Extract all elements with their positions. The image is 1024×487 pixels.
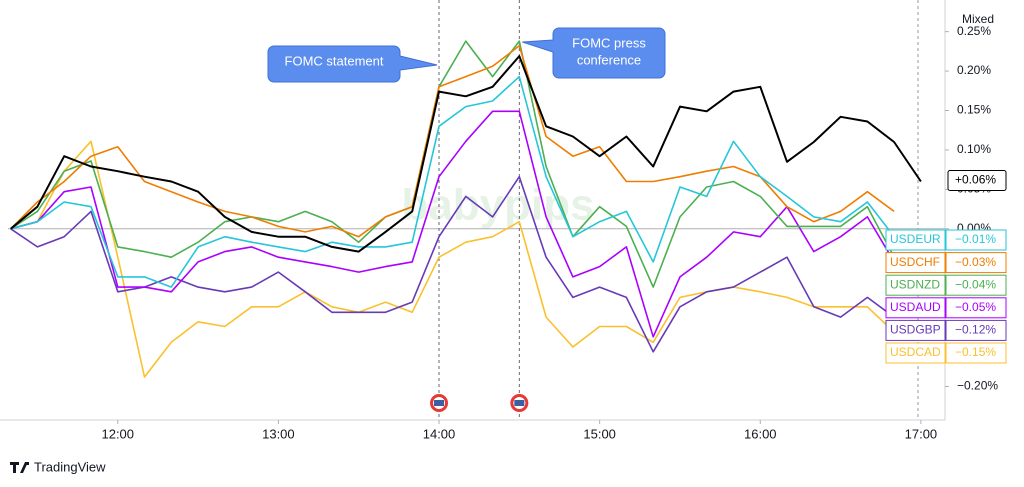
annotation-bubble — [522, 27, 666, 79]
legend-name-box — [885, 274, 946, 296]
series-line — [10, 140, 895, 378]
legend-name-box — [885, 297, 946, 319]
legend-name: USDCAD — [890, 345, 941, 359]
y-tick-label: 0.10% — [957, 142, 991, 156]
annotation-text: FOMC statement — [285, 53, 384, 68]
series-line — [10, 110, 895, 338]
end-value-label: −0.03% — [955, 255, 996, 269]
scale-button[interactable] — [953, 9, 1003, 31]
x-tick-label: 16:00 — [744, 426, 777, 441]
x-tick-label: 14:00 — [423, 426, 456, 441]
x-tick-label: 15:00 — [583, 426, 616, 441]
legend-name: USDAUD — [890, 300, 941, 314]
legend-name: USDNZD — [890, 277, 940, 291]
end-value-label: −0.01% — [955, 232, 996, 246]
x-tick-label: 12:00 — [101, 426, 134, 441]
end-value-box — [945, 252, 1007, 274]
event-flag-stripe — [514, 400, 525, 406]
x-tick-label: 17:00 — [905, 426, 938, 441]
x-tick-label: 13:00 — [262, 426, 295, 441]
end-value-label: −0.12% — [955, 323, 996, 337]
event-flag — [510, 394, 529, 412]
series-line — [10, 45, 895, 238]
end-value-box — [945, 297, 1007, 319]
legend-name-box — [885, 252, 946, 274]
end-value-label: −0.05% — [955, 300, 996, 314]
scale-button-label[interactable]: Mixed — [962, 12, 994, 26]
legend-name: USDCHF — [890, 255, 940, 269]
y-tick-label: 0.25% — [957, 24, 991, 38]
watermark: babypips — [401, 181, 594, 230]
annotation-text: FOMC press — [572, 35, 646, 50]
end-value-box — [945, 319, 1007, 341]
annotation-text: conference — [577, 52, 641, 67]
end-value-label: −0.15% — [955, 345, 996, 359]
y-tick-label: 0.15% — [957, 103, 991, 117]
legend-name-box — [885, 229, 946, 251]
legend-name: USDEUR — [890, 232, 941, 246]
event-flag — [430, 394, 449, 412]
brand-logo — [10, 462, 29, 473]
series-line — [10, 40, 895, 288]
legend-name-box — [885, 319, 946, 341]
series-line — [10, 75, 895, 288]
last-value-box — [947, 169, 1007, 191]
event-flag-stripe — [434, 400, 445, 406]
legend-name: USDGBP — [890, 323, 941, 337]
legend-name-box — [885, 342, 946, 364]
brand: TradingView — [34, 459, 106, 474]
last-value-label: +0.06% — [955, 173, 996, 187]
end-value-box — [945, 342, 1007, 364]
series-line — [10, 55, 922, 253]
end-value-label: −0.04% — [955, 277, 996, 291]
end-value-box — [945, 274, 1007, 296]
y-tick-label: −0.20% — [957, 379, 998, 393]
y-tick-label: 0.20% — [957, 63, 991, 77]
annotation-bubble — [267, 45, 438, 83]
end-value-box — [945, 229, 1007, 251]
